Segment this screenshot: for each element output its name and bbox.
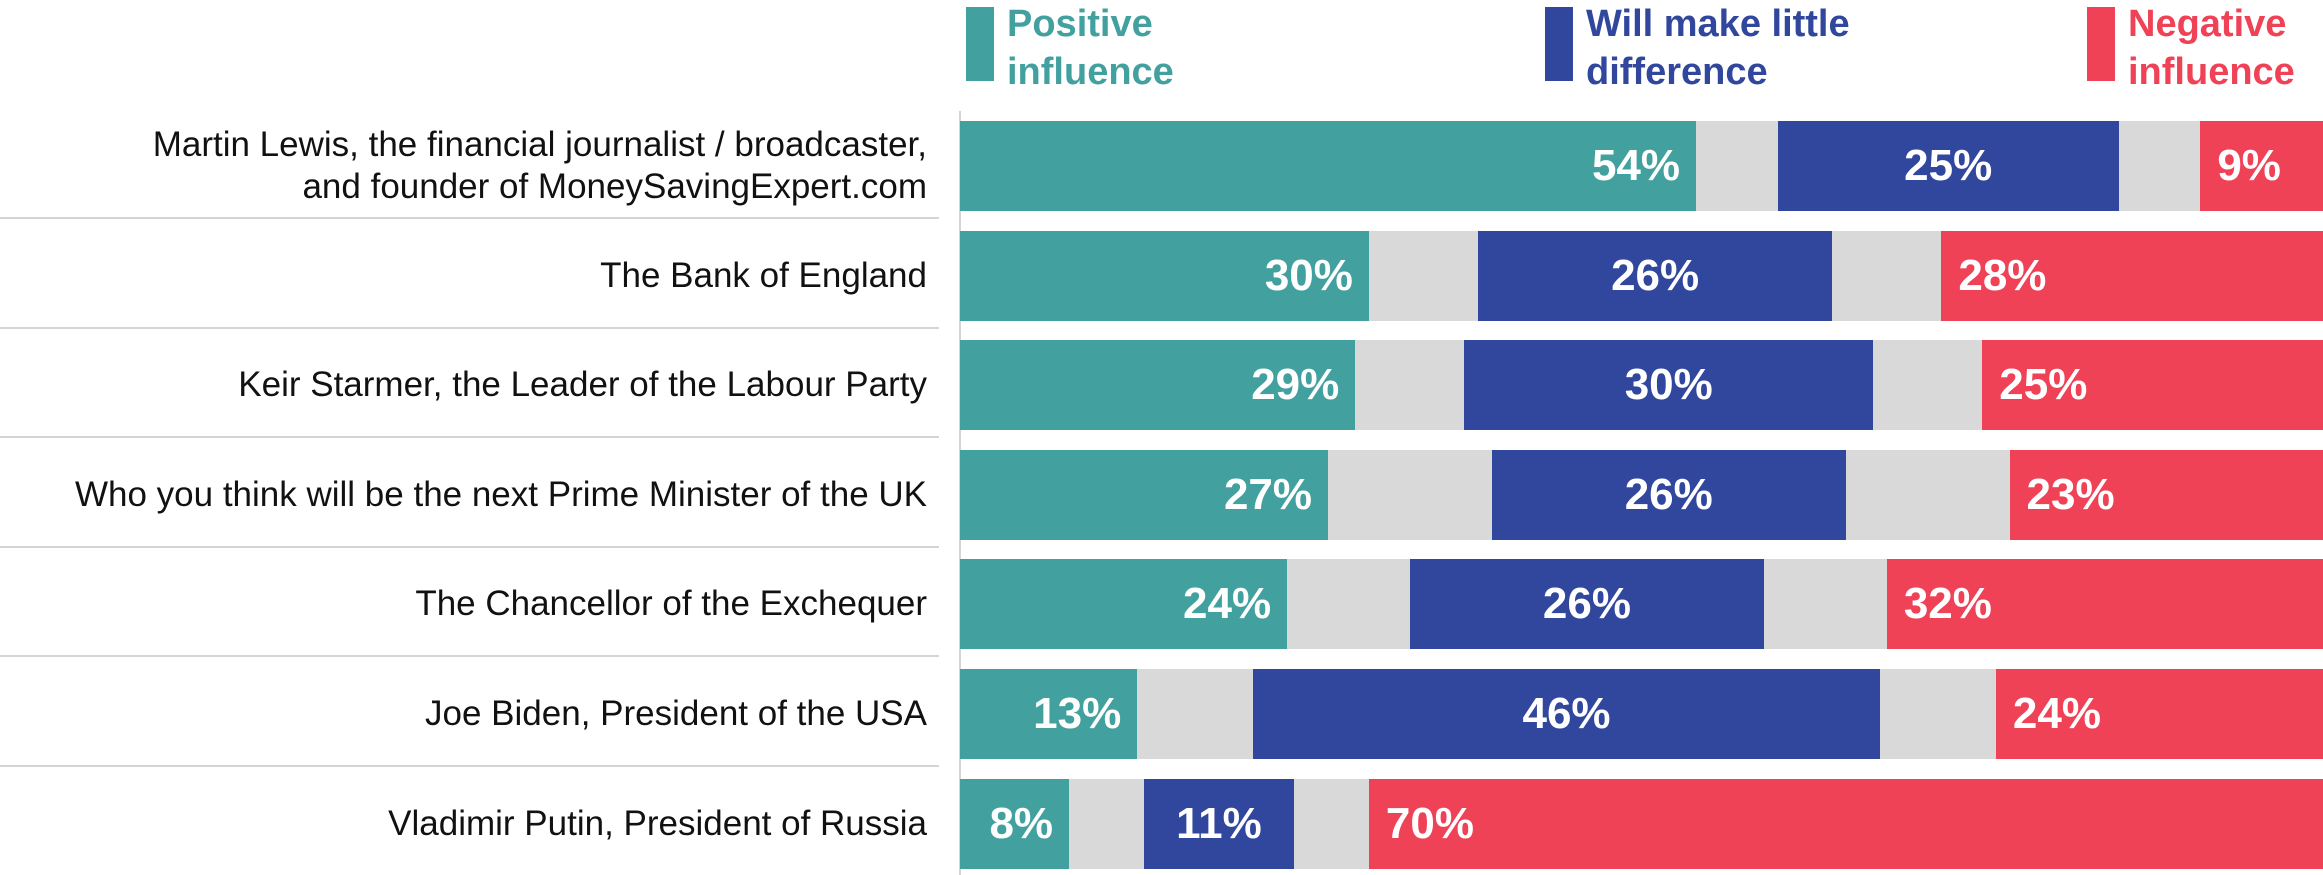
category-label: Who you think will be the next Prime Min…: [74, 474, 927, 514]
value-label: 9%: [2217, 141, 2281, 190]
legend-swatch: [2087, 7, 2115, 81]
value-label: 13%: [1033, 689, 1122, 738]
bar-segment: [960, 778, 1070, 869]
legend-label: Positive influence: [1007, 3, 1174, 93]
bar-segment: [1777, 121, 2119, 211]
bar-segment: [2200, 121, 2323, 211]
row-separator: [0, 655, 939, 658]
value-label: 26%: [1611, 250, 1700, 300]
value-label: 24%: [1183, 579, 1272, 629]
bar-segment: [960, 449, 1328, 540]
category-label: The Bank of England: [600, 255, 927, 295]
bar-segment: [960, 230, 1369, 321]
bar-segment: [1464, 340, 1874, 431]
value-label: 25%: [1904, 141, 1993, 190]
legend-label: Will make little difference: [1586, 3, 1850, 93]
bar-segment: [1982, 340, 2323, 431]
bar-segment: [1144, 778, 1294, 869]
value-label: 46%: [1522, 689, 1611, 738]
value-label: 54%: [1591, 141, 1681, 190]
category-label: Vladimir Putin, President of Russia: [388, 803, 927, 843]
value-label: 27%: [1223, 469, 1313, 519]
bar-segment: [960, 121, 1697, 211]
value-label: 30%: [1264, 250, 1353, 300]
bar-segment: [1995, 669, 2323, 759]
value-label: 11%: [1176, 798, 1262, 848]
bar-segment: [960, 559, 1288, 650]
value-label: 25%: [1999, 360, 2088, 410]
value-label: 29%: [1251, 360, 1340, 410]
value-label: 24%: [2012, 689, 2101, 738]
bar-segment: [2009, 449, 2323, 540]
bar-segment: [1409, 559, 1765, 650]
value-label: 32%: [1903, 579, 1992, 629]
bar-segment: [1368, 778, 2323, 869]
bar-segment: [960, 340, 1356, 431]
bar-segment: [1886, 559, 2323, 650]
legend-swatch: [1545, 7, 1573, 81]
category-label: Martin Lewis, the financial journalist /…: [152, 125, 927, 206]
legend-label: Negative influence: [2128, 3, 2295, 93]
category-label: The Chancellor of the Exchequer: [415, 584, 927, 624]
bar-segment: [1491, 449, 1846, 540]
bar-segment: [960, 669, 1138, 759]
row-separator: [0, 326, 939, 329]
value-label: 26%: [1542, 579, 1631, 629]
value-label: 23%: [2026, 469, 2115, 519]
value-label: 70%: [1385, 798, 1474, 848]
legend-swatch: [966, 7, 994, 81]
value-label: 8%: [989, 798, 1054, 848]
row-separator: [0, 765, 939, 767]
value-label: 26%: [1624, 469, 1713, 519]
row-separator: [0, 217, 939, 219]
category-label: Keir Starmer, the Leader of the Labour P…: [238, 365, 927, 405]
value-label: 28%: [1958, 250, 2047, 300]
row-separator: [0, 436, 939, 439]
bar-segment: [1253, 669, 1880, 759]
category-label: Joe Biden, President of the USA: [425, 694, 927, 733]
bar-segment: [1941, 230, 2323, 321]
row-separator: [0, 545, 939, 548]
bar-segment: [1477, 230, 1833, 321]
value-label: 30%: [1624, 360, 1713, 410]
